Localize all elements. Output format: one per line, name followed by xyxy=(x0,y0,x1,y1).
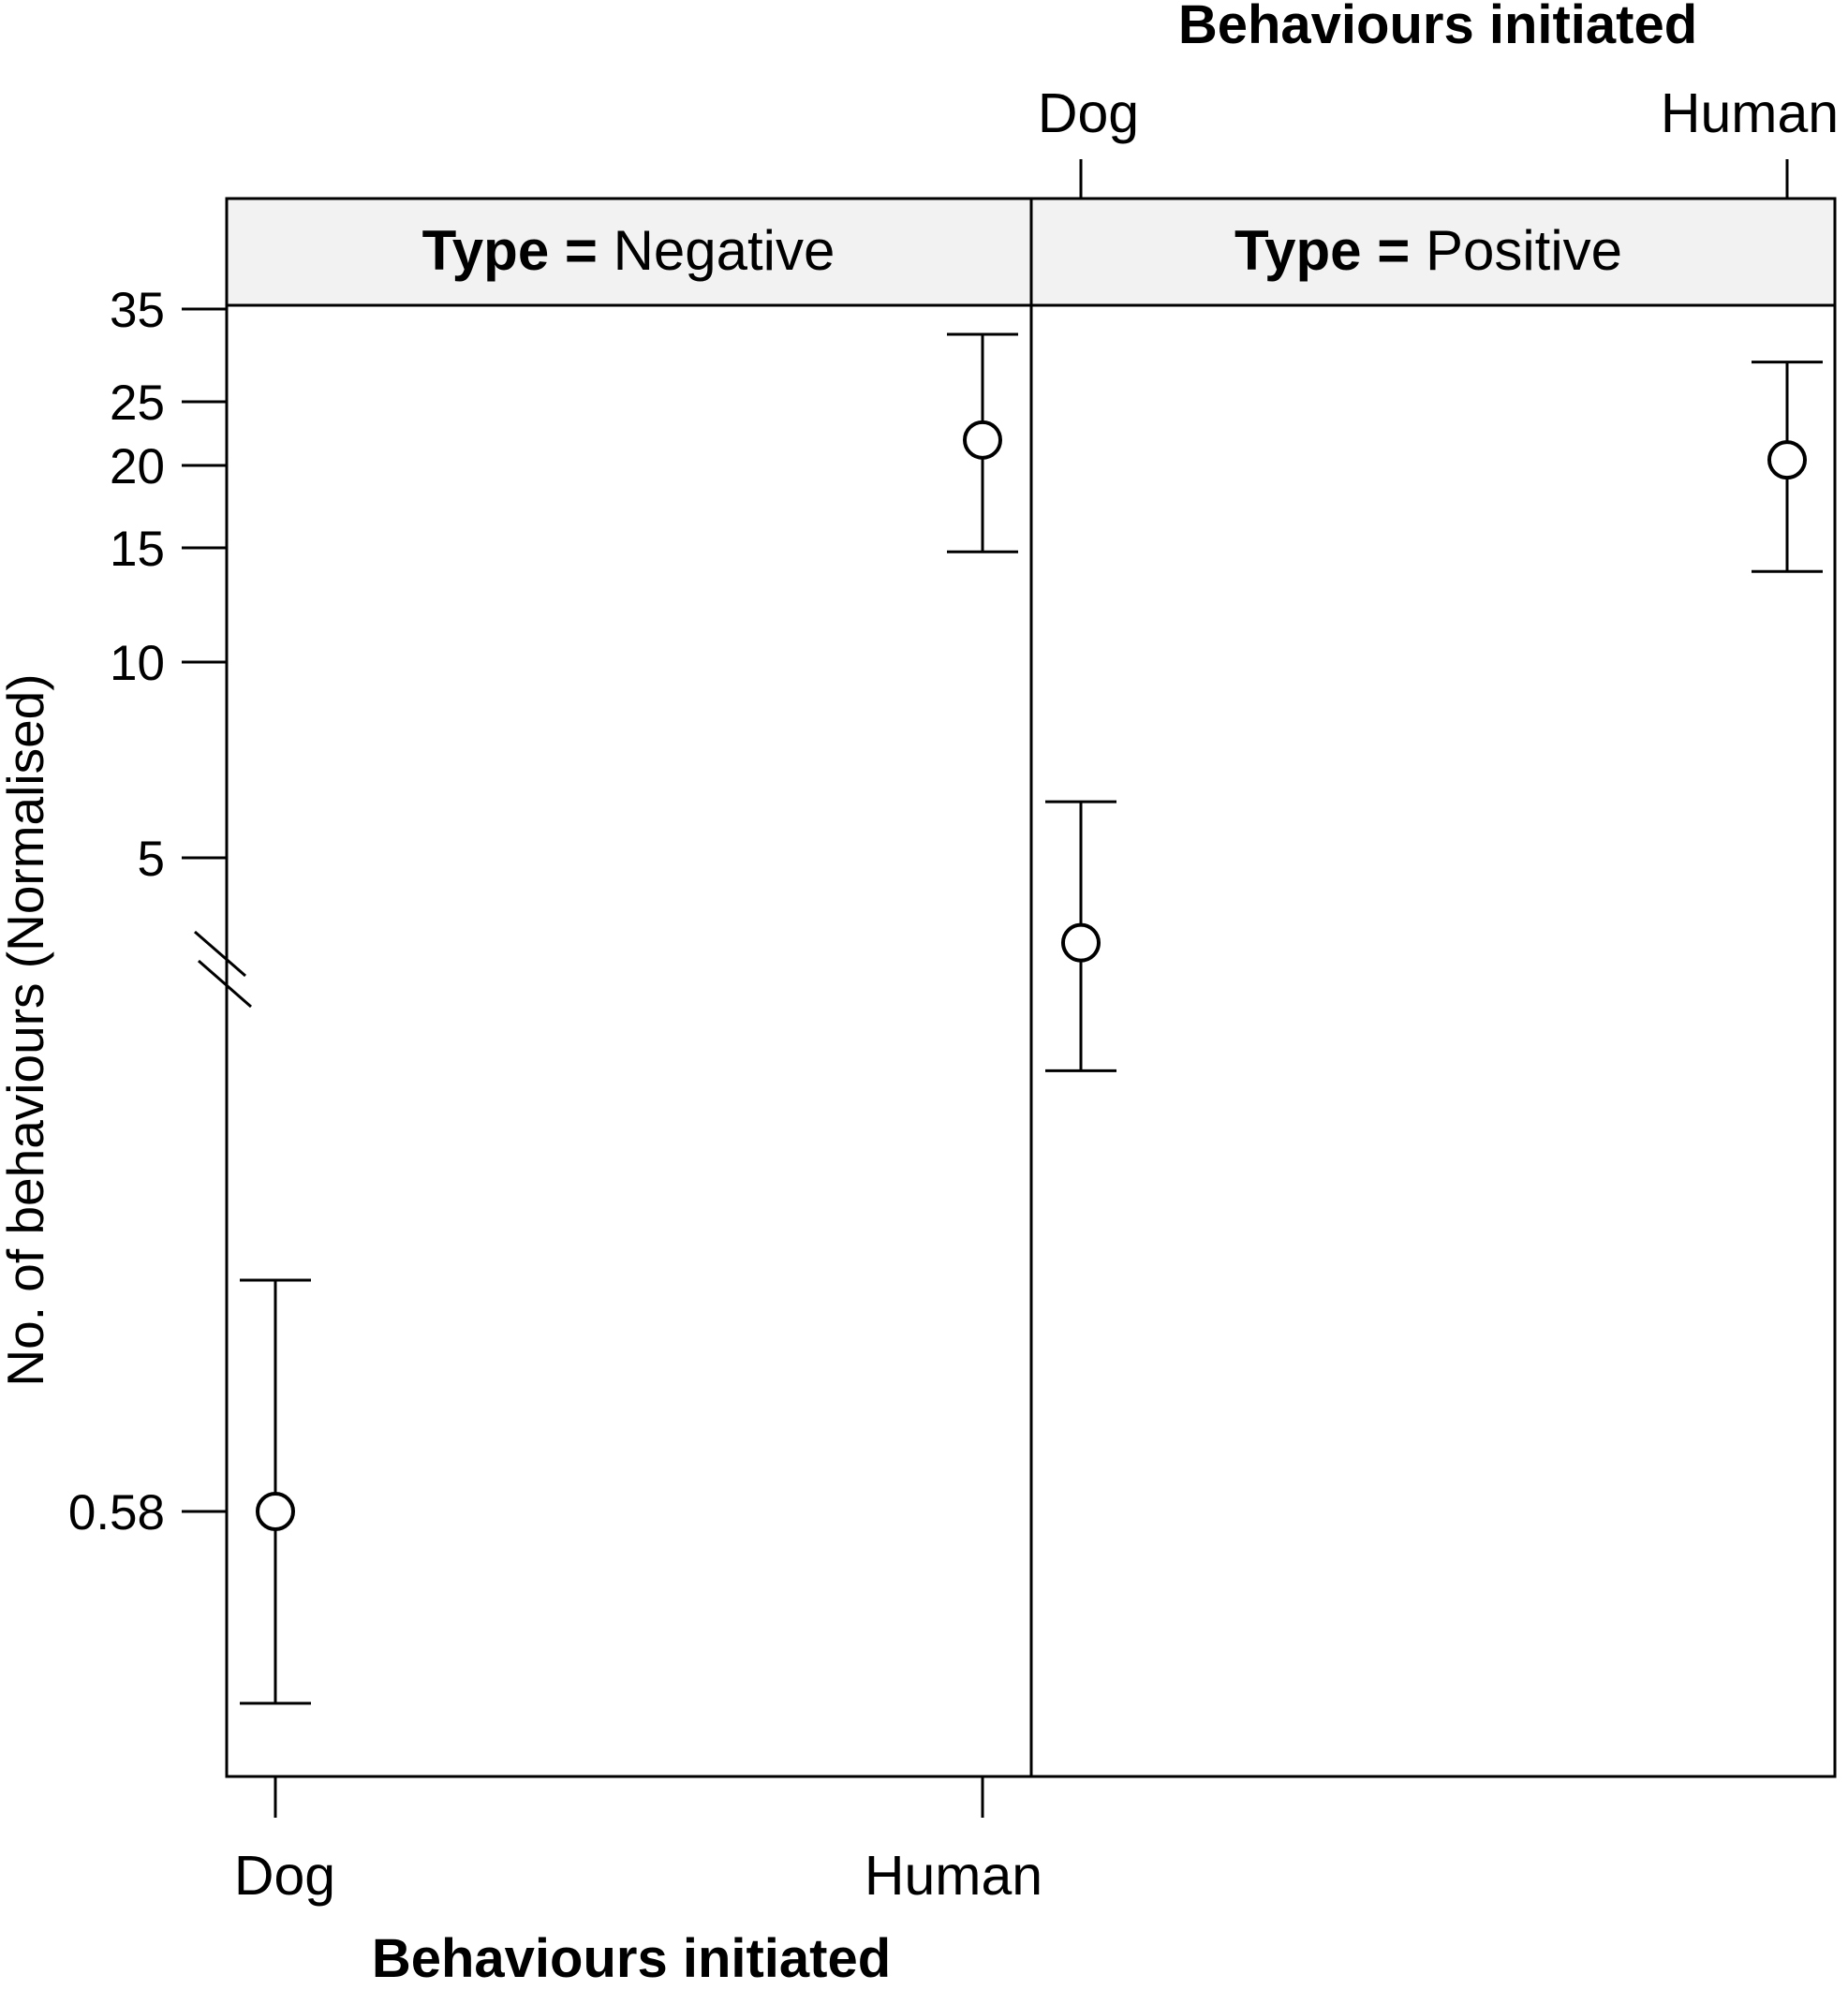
strip-value-positive: Positive xyxy=(1426,219,1622,282)
y-tick-label-15: 15 xyxy=(110,522,165,577)
panel-negative xyxy=(225,303,1033,1778)
strip-key-positive: Type = xyxy=(1234,219,1426,282)
x-axis-title-top: Behaviours initiated xyxy=(1178,0,1697,55)
data-marks xyxy=(240,332,1823,1705)
x-axis-title-bottom: Behaviours initiated xyxy=(372,1928,891,1989)
strip-key-negative: Type = xyxy=(422,219,614,282)
y-tick-label-5: 5 xyxy=(138,832,165,887)
point-positive-dog xyxy=(1061,922,1101,963)
strip-label-negative: Type = Negative xyxy=(422,219,835,282)
axis-break-mark xyxy=(194,930,252,1009)
y-tick-label-0.58: 0.58 xyxy=(68,1485,165,1540)
y-axis: 35 25 20 15 10 5 0.58 xyxy=(68,283,227,1540)
strip-label-positive: Type = Positive xyxy=(1234,219,1622,282)
x-tick-label-top-human: Human xyxy=(1661,82,1839,144)
y-tick-label-20: 20 xyxy=(110,439,165,494)
point-negative-human xyxy=(963,420,1002,460)
x-tick-label-bottom-human: Human xyxy=(865,1845,1042,1907)
point-negative-dog xyxy=(256,1492,295,1531)
y-tick-label-25: 25 xyxy=(110,376,165,431)
strip-positive xyxy=(1029,197,1837,307)
x-tick-label-bottom-dog: Dog xyxy=(234,1845,335,1907)
strip-negative xyxy=(225,197,1033,307)
y-tick-label-10: 10 xyxy=(110,636,165,691)
x-tick-label-top-dog: Dog xyxy=(1038,82,1139,144)
y-tick-label-35: 35 xyxy=(110,283,165,338)
point-positive-human xyxy=(1767,440,1807,480)
y-axis-title: No. of behaviours (Normalised) xyxy=(0,673,54,1386)
panel-positive xyxy=(1029,303,1837,1778)
strip-value-negative: Negative xyxy=(614,219,835,282)
